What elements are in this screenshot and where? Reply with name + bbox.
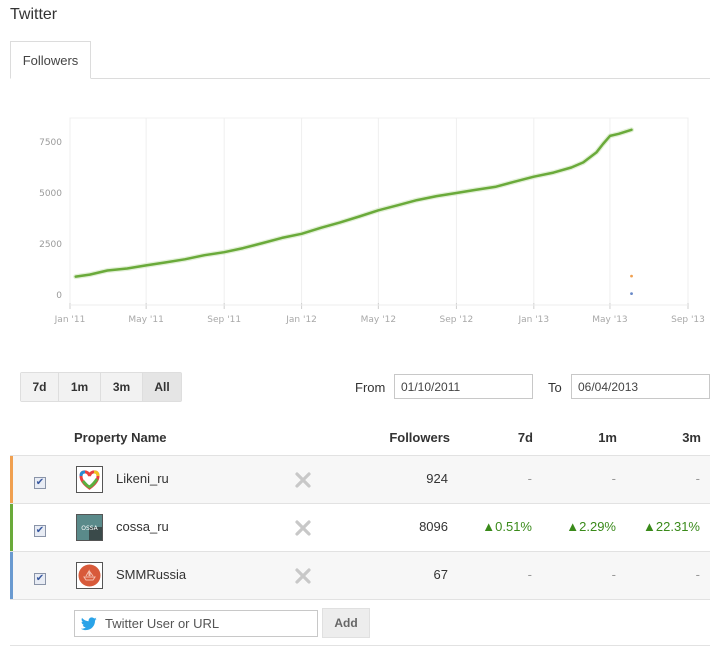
svg-text:7500: 7500	[39, 138, 62, 148]
change-1m: ▲2.29%	[566, 519, 616, 534]
change-7d: -	[527, 567, 532, 582]
svg-text:May '11: May '11	[128, 315, 163, 325]
smmrussia-logo-icon	[76, 562, 103, 589]
range-selector: 7d 1m 3m All	[20, 372, 182, 402]
to-label: To	[548, 380, 562, 395]
svg-text:May '13: May '13	[592, 315, 627, 325]
property-name[interactable]: SMMRussia	[116, 567, 187, 582]
property-name[interactable]: Likeni_ru	[116, 471, 169, 486]
table-row: ✔ Likeni_ru 924 - - -	[10, 455, 710, 503]
tab-followers[interactable]: Followers	[10, 41, 91, 79]
change-7d: -	[527, 471, 532, 486]
range-3m-button[interactable]: 3m	[101, 373, 143, 401]
twitter-bird-icon	[80, 617, 97, 636]
change-1m: -	[611, 471, 616, 486]
table-row: ✔ OSSA cossa_ru 8096 ▲0.51% ▲2.29% ▲22.3…	[10, 503, 710, 551]
followers-count: 8096	[419, 519, 448, 534]
property-name[interactable]: cossa_ru	[116, 519, 169, 534]
header-followers[interactable]: Followers	[389, 430, 450, 445]
header-1m[interactable]: 1m	[598, 430, 617, 445]
svg-text:OSSA: OSSA	[81, 525, 98, 532]
header-7d[interactable]: 7d	[517, 430, 533, 445]
svg-text:Sep '12: Sep '12	[440, 315, 474, 325]
header-3m[interactable]: 3m	[682, 430, 701, 445]
row-checkbox[interactable]: ✔	[34, 477, 46, 489]
row-divider	[10, 599, 710, 600]
to-date-input[interactable]	[571, 374, 710, 399]
svg-text:Jan '12: Jan '12	[285, 315, 317, 325]
svg-text:0: 0	[56, 291, 62, 301]
svg-text:May '12: May '12	[361, 315, 396, 325]
svg-text:Sep '11: Sep '11	[207, 315, 241, 325]
heart-logo-icon	[76, 466, 103, 493]
header-property-name: Property Name	[74, 430, 167, 445]
change-3m: ▲22.31%	[643, 519, 700, 534]
change-3m: -	[695, 567, 700, 582]
svg-text:5000: 5000	[39, 189, 62, 199]
range-7d-button[interactable]: 7d	[21, 373, 59, 401]
remove-icon[interactable]	[293, 518, 313, 538]
svg-text:2500: 2500	[39, 240, 62, 250]
add-property-field	[74, 610, 318, 637]
chart-canvas: Jan '11 May '11 Sep '11 Jan '12 May '12 Sep '…	[39, 117, 705, 325]
svg-text:Jan '13: Jan '13	[517, 315, 549, 325]
followers-chart: Jan '11 May '11 Sep '11 Jan '12 May '12 Sep '…	[0, 100, 721, 340]
twitter-user-input[interactable]	[105, 611, 315, 636]
range-1m-button[interactable]: 1m	[59, 373, 101, 401]
table-row: ✔ SMMRussia 67 - - -	[10, 551, 710, 599]
bottom-divider	[10, 645, 710, 646]
change-7d: ▲0.51%	[482, 519, 532, 534]
series-color-stripe	[10, 504, 13, 551]
followers-count: 67	[433, 567, 448, 582]
cossa-logo-icon: OSSA	[76, 514, 103, 541]
from-label: From	[355, 380, 386, 395]
row-checkbox[interactable]: ✔	[34, 573, 46, 585]
followers-count: 924	[426, 471, 448, 486]
series-color-stripe	[10, 552, 13, 599]
svg-text:Jan '11: Jan '11	[54, 315, 86, 325]
from-date-input[interactable]	[394, 374, 533, 399]
change-1m: -	[611, 567, 616, 582]
change-3m: -	[695, 471, 700, 486]
add-button[interactable]: Add	[322, 608, 370, 638]
page-title: Twitter	[10, 6, 58, 23]
svg-text:Sep '13: Sep '13	[671, 315, 705, 325]
remove-icon[interactable]	[293, 470, 313, 490]
range-all-button[interactable]: All	[143, 373, 181, 401]
tab-bar: Followers	[10, 41, 710, 79]
remove-icon[interactable]	[293, 566, 313, 586]
row-checkbox[interactable]: ✔	[34, 525, 46, 537]
series-color-stripe	[10, 456, 13, 503]
